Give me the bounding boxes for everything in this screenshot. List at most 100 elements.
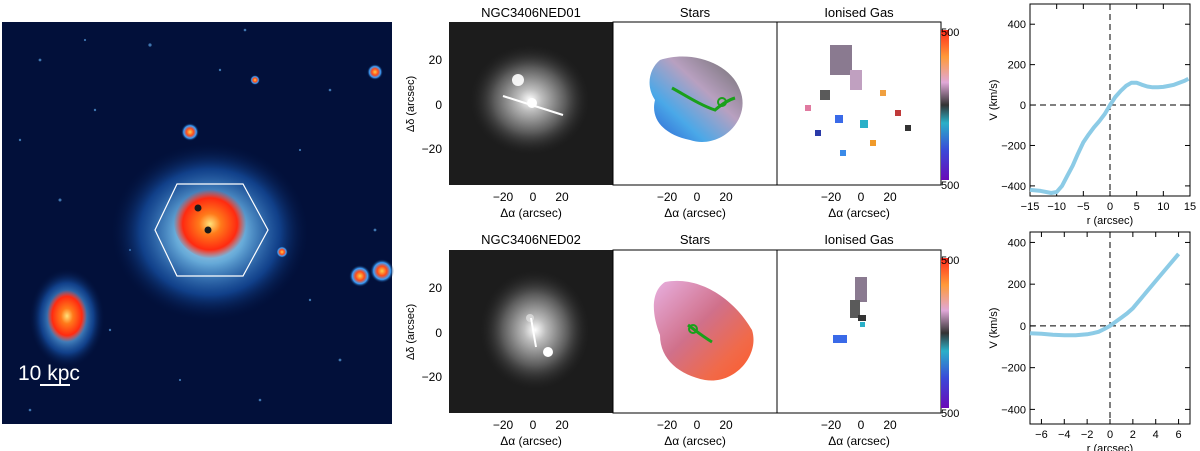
- grey-galaxy-halo: [480, 270, 590, 390]
- x-tick-label: −15: [1021, 201, 1040, 213]
- x-tick-label: 2: [1130, 429, 1136, 441]
- x-axis-label: Δα (arcsec): [500, 434, 562, 448]
- x-tick-label: −20: [657, 190, 678, 204]
- y-tick-label: −200: [1001, 363, 1026, 375]
- colorbar-top-label: 500: [941, 27, 959, 39]
- gas-title: Ionised Gas: [824, 5, 894, 20]
- x-tick-label: 5: [1134, 201, 1140, 213]
- stars-title: Stars: [680, 232, 711, 247]
- x-tick-label: 20: [719, 418, 733, 432]
- y-axis-label: V (km/s): [988, 308, 1000, 349]
- nucleus-ned02: [204, 226, 212, 234]
- grey-nucleus: [543, 347, 553, 357]
- y-tick-label: −400: [1001, 181, 1026, 193]
- row-ned02: 500 500 NGC3406NED02 Stars Ionised Gas 2…: [405, 232, 959, 448]
- star-source: [276, 246, 288, 258]
- x-tick-label: 0: [530, 418, 537, 432]
- y-tick-label: 20: [429, 281, 443, 295]
- main-galaxy-core: [173, 189, 247, 259]
- x-tick-label: 20: [719, 190, 733, 204]
- y-tick-label: −20: [422, 142, 443, 156]
- overview-image: 10 kpc: [2, 22, 394, 424]
- x-tick-label: 6: [1176, 429, 1182, 441]
- colorbar-bottom-label: 500: [941, 180, 959, 192]
- x-tick-label: 0: [1107, 429, 1113, 441]
- star-source: [367, 64, 383, 80]
- row-ned01: 500 500 NGC3406NED01 Stars Ionised Gas 2…: [405, 5, 959, 220]
- kinematic-axis: [671, 86, 736, 112]
- x-tick-label: 10: [1157, 201, 1169, 213]
- y-tick-label: 20: [429, 53, 443, 67]
- x-tick-label: 0: [694, 418, 701, 432]
- colorbar-bottom-label: 500: [941, 408, 959, 420]
- star-source: [370, 259, 394, 283]
- x-tick-label: 0: [530, 190, 537, 204]
- x-tick-label: 0: [858, 418, 865, 432]
- x-tick-label: 20: [555, 190, 569, 204]
- kinematic-center: [717, 97, 727, 107]
- galaxy-name: NGC3406NED02: [481, 232, 581, 247]
- y-tick-label: −20: [422, 370, 443, 384]
- x-tick-label: −20: [493, 418, 514, 432]
- stars-title: Stars: [680, 5, 711, 20]
- scale-label: 10 kpc: [18, 362, 80, 385]
- y-tick-label: 0: [435, 326, 442, 340]
- gas-panel-ned01: [776, 21, 942, 186]
- x-tick-label: 20: [555, 418, 569, 432]
- nucleus-ned01: [194, 204, 202, 212]
- y-axis-label: Δδ (arcsec): [405, 304, 417, 360]
- x-tick-label: −20: [821, 418, 842, 432]
- y-tick-label: 400: [1008, 19, 1026, 31]
- x-axis-label: Δα (arcsec): [500, 206, 562, 220]
- stellar-velocity-map: [653, 280, 754, 381]
- x-tick-label: 15: [1184, 201, 1196, 213]
- x-tick-label: −20: [821, 190, 842, 204]
- star-source: [181, 123, 199, 141]
- x-tick-label: −6: [1035, 429, 1048, 441]
- y-tick-label: 200: [1008, 279, 1026, 291]
- kinematic-center: [688, 324, 698, 334]
- x-tick-label: 0: [694, 190, 701, 204]
- x-axis-label: r (arcsec): [1087, 443, 1133, 451]
- ifu-hexagon: [154, 183, 269, 277]
- rotation-curve-chart-ned02: −6 −4 −2 0 2 4 6 400 200 0 −200 −400 r (arcsec) V (km…: [988, 231, 1191, 451]
- y-tick-label: −400: [1001, 404, 1026, 416]
- slit-line: [530, 317, 537, 348]
- rotation-curve-line: [1029, 77, 1190, 195]
- y-axis-label: Δδ (arcsec): [405, 76, 417, 132]
- grey-nucleus: [512, 74, 524, 86]
- rotation-curve-chart-ned01: −15 −10 −5 0 5 10 15 400 200 0 −200 −400 r (arcsec) V…: [988, 3, 1196, 227]
- x-tick-label: −2: [1081, 429, 1094, 441]
- colorbar-ned02: [941, 258, 949, 408]
- noise-stars: [18, 28, 377, 412]
- y-tick-label: 0: [435, 98, 442, 112]
- colorbar-ned01: [941, 30, 949, 180]
- x-tick-label: 20: [883, 190, 897, 204]
- x-axis-label: Δα (arcsec): [828, 434, 890, 448]
- x-axis-label: r (arcsec): [1087, 215, 1133, 227]
- y-tick-label: 200: [1008, 60, 1026, 72]
- stars-panel-ned01: [612, 21, 778, 186]
- x-tick-label: 0: [858, 190, 865, 204]
- x-tick-label: −20: [657, 418, 678, 432]
- y-tick-label: −200: [1001, 140, 1026, 152]
- gas-pixels: [805, 45, 911, 156]
- x-axis-label: Δα (arcsec): [664, 434, 726, 448]
- slit-line: [502, 95, 564, 116]
- gas-title: Ionised Gas: [824, 232, 894, 247]
- y-tick-label: 400: [1008, 237, 1026, 249]
- y-tick-label: 0: [1020, 100, 1026, 112]
- x-tick-label: −10: [1047, 201, 1066, 213]
- x-tick-label: 20: [883, 418, 897, 432]
- galaxy-name: NGC3406NED01: [481, 5, 581, 20]
- x-tick-label: 0: [1107, 201, 1113, 213]
- star-source: [349, 265, 371, 287]
- x-tick-label: −4: [1058, 429, 1071, 441]
- y-axis-label: V (km/s): [988, 80, 1000, 121]
- companion-galaxy-core: [47, 290, 87, 342]
- gas-pixels: [833, 277, 867, 343]
- x-axis-label: Δα (arcsec): [828, 206, 890, 220]
- stellar-velocity-map: [649, 56, 743, 142]
- x-tick-label: −20: [493, 190, 514, 204]
